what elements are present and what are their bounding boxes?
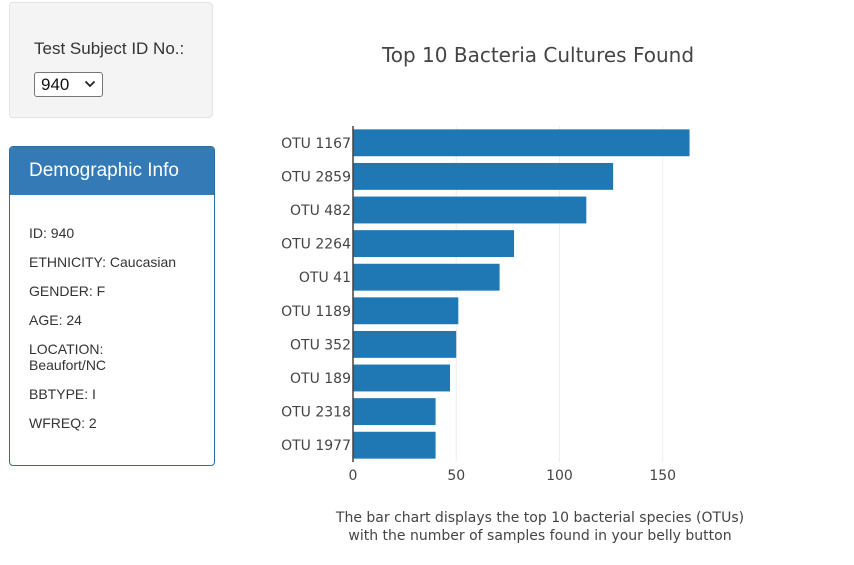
y-tick-label: OTU 352 [290,337,351,353]
y-tick-label: OTU 2318 [281,405,351,421]
x-tick-label: 100 [546,468,573,484]
y-tick-label: OTU 189 [290,371,351,387]
y-tick-label: OTU 1189 [281,304,351,320]
demographic-info-body: ID: 940 ETHNICITY: Caucasian GENDER: F A… [29,225,211,431]
bar[interactable] [353,129,690,157]
bar[interactable] [353,196,587,224]
bar[interactable] [353,162,614,190]
y-tick-label: OTU 2859 [281,169,351,185]
y-tick-label: OTU 2264 [281,237,351,253]
bar[interactable] [353,330,457,358]
demographic-info-panel: Demographic Info ID: 940 ETHNICITY: Cauc… [9,146,215,466]
demo-wfreq: WFREQ: 2 [29,415,97,431]
chart-caption: The bar chart displays the top 10 bacter… [250,509,830,545]
chart-title: Top 10 Bacteria Cultures Found [381,43,694,67]
x-tick-label: 150 [649,468,676,484]
subject-id-selected-value: 940 [41,75,70,94]
bar[interactable] [353,297,459,325]
demo-bbtype: BBTYPE: I [29,386,96,402]
chart-caption-line-2: with the number of samples found in your… [348,528,732,544]
demo-gender: GENDER: F [29,283,106,299]
subject-selector-panel: Test Subject ID No.: 940 [9,2,213,118]
bar[interactable] [353,398,436,426]
bar-chart: Top 10 Bacteria Cultures Found OTU 1167 O… [240,0,854,565]
chart-caption-line-1: The bar chart displays the top 10 bacter… [335,510,745,526]
bar[interactable] [353,364,451,392]
y-tick-label: OTU 482 [290,203,351,219]
y-tick-label: OTU 41 [299,270,351,286]
x-tick-label: 50 [447,468,465,484]
chevron-down-icon [84,80,96,88]
demo-location: LOCATION: Beaufort/NC [29,341,107,373]
subject-id-dropdown[interactable]: 940 [34,72,103,97]
y-tick-label: OTU 1167 [281,136,351,152]
x-tick-label: 0 [349,468,358,484]
subject-id-label: Test Subject ID No.: [34,39,185,58]
bar[interactable] [353,263,500,291]
bar[interactable] [353,230,515,258]
bar[interactable] [353,431,436,459]
demographic-info-heading: Demographic Info [10,147,214,195]
bar-chart-svg: Top 10 Bacteria Cultures Found OTU 1167 O… [281,43,694,484]
demo-id: ID: 940 [29,225,75,241]
demo-ethnicity: ETHNICITY: Caucasian [29,254,177,270]
demo-age: AGE: 24 [29,312,82,328]
y-tick-label: OTU 1977 [281,438,351,454]
